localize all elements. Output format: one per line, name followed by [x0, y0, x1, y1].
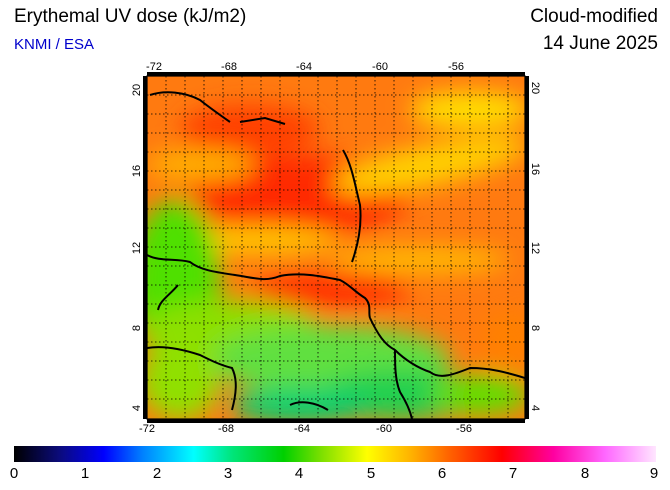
lat-tick-right: 20 — [529, 82, 541, 94]
coastlines — [147, 91, 525, 419]
lat-tick-left: 16 — [131, 165, 143, 177]
product-type: Cloud-modified — [530, 6, 658, 27]
colorbar-label: 6 — [437, 465, 447, 482]
color-scale-bar — [14, 446, 656, 462]
lat-tick-right: 16 — [529, 163, 541, 175]
lon-tick-top: -68 — [221, 61, 237, 73]
colorbar-label: 7 — [508, 465, 518, 482]
lat-tick-right: 8 — [529, 325, 541, 331]
map-title: Erythemal UV dose (kJ/m2) — [14, 6, 247, 27]
lat-tick-left: 4 — [131, 405, 143, 411]
colorbar-label: 1 — [80, 465, 90, 482]
colorbar-label: 8 — [580, 465, 590, 482]
lon-tick-bottom: -68 — [218, 423, 234, 435]
lon-tick-bottom: -72 — [139, 423, 155, 435]
map-date: 14 June 2025 — [542, 33, 658, 54]
lat-tick-right: 4 — [529, 405, 541, 411]
map-border-scale — [143, 72, 529, 423]
lon-tick-top: -72 — [146, 61, 162, 73]
graticule — [147, 76, 525, 419]
colorbar-label: 0 — [9, 465, 19, 482]
lat-tick-left: 8 — [131, 325, 143, 331]
data-credit: KNMI / ESA — [14, 36, 95, 53]
lon-tick-top: -56 — [448, 61, 464, 73]
colorbar-label: 3 — [223, 465, 233, 482]
colorbar-label: 2 — [152, 465, 162, 482]
lon-tick-bottom: -64 — [294, 423, 310, 435]
lon-tick-bottom: -56 — [456, 423, 472, 435]
lon-tick-bottom: -60 — [376, 423, 392, 435]
lat-tick-left: 20 — [131, 84, 143, 96]
lon-tick-top: -64 — [296, 61, 312, 73]
uv-dose-map: -72 -68 -64 -60 -56 -72 -68 -64 -60 -56 … — [131, 61, 541, 435]
colorbar-label: 9 — [649, 465, 659, 482]
colorbar-label: 4 — [294, 465, 304, 482]
colorbar-label: 5 — [366, 465, 376, 482]
lon-tick-top: -60 — [372, 61, 388, 73]
uv-field — [147, 76, 525, 419]
lat-tick-right: 12 — [529, 242, 541, 254]
lat-tick-left: 12 — [131, 242, 143, 254]
